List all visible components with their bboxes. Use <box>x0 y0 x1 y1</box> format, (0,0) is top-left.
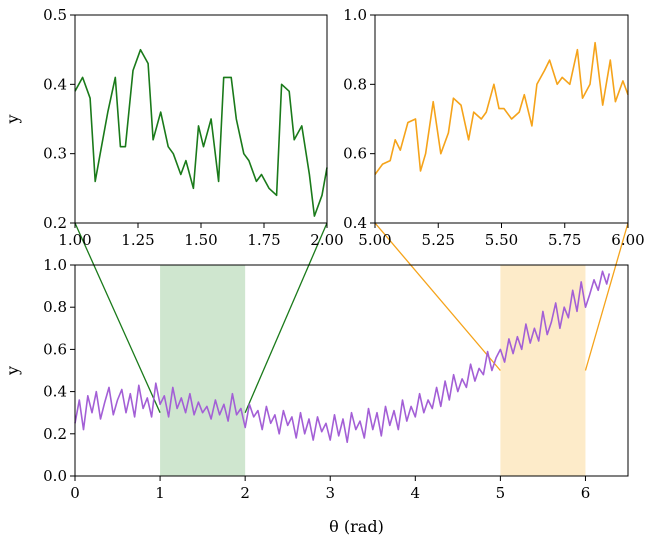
zoom-connector-line <box>374 222 501 371</box>
y-tick-label: 0.8 <box>43 298 67 316</box>
x-tick-label: 5.75 <box>548 231 581 249</box>
highlight-region <box>160 265 246 476</box>
y-tick-label: 0.2 <box>43 214 67 232</box>
y-axis-label: y <box>3 114 22 124</box>
series-line <box>74 48 328 217</box>
plot-frame <box>74 14 328 224</box>
zoom-connector-line <box>244 222 328 413</box>
x-tick-label: 1.25 <box>121 231 154 249</box>
inset-left-axes: 1.00 1.25 1.50 1.75 2.00 0.2 0.3 0.4 0.5 y <box>3 6 344 249</box>
y-tick-label: 0.4 <box>43 75 67 93</box>
x-tick-label: 2.00 <box>310 231 343 249</box>
zoom-connector-line <box>584 222 629 371</box>
y-tick-label: 0.8 <box>343 75 367 93</box>
x-tick-label: 6 <box>581 484 591 502</box>
main-axes: 0 1 2 3 4 5 6 0.0 0.2 0.4 0.6 0.8 1.0 y θ (rad) <box>3 256 629 536</box>
y-tick-label: 0.2 <box>43 425 67 443</box>
plot-frame <box>74 264 629 477</box>
x-tick-label: 5.25 <box>422 231 455 249</box>
x-tick-label: 1 <box>155 484 165 502</box>
x-tick-label: 4 <box>411 484 421 502</box>
highlight-regions <box>160 265 586 476</box>
series-line <box>374 41 629 175</box>
x-tick-label: 5 <box>496 484 506 502</box>
y-tick-label: 0.6 <box>343 145 367 163</box>
y-tick-label: 1.0 <box>43 256 67 274</box>
x-tick-label: 1.00 <box>58 231 91 249</box>
y-tick-label: 0.0 <box>43 467 67 485</box>
x-tick-label: 1.75 <box>247 231 280 249</box>
y-tick-label: 0.6 <box>43 340 67 358</box>
plot-frame <box>374 14 629 224</box>
x-tick-label: 1.50 <box>184 231 217 249</box>
x-tick-label: 6.00 <box>611 231 644 249</box>
y-tick-label: 0.4 <box>43 383 67 401</box>
zoom-connectors <box>74 222 629 413</box>
series-line <box>74 270 611 444</box>
y-axis-label: y <box>3 366 22 376</box>
x-tick-label: 5.50 <box>485 231 518 249</box>
x-tick-label: 0 <box>70 484 80 502</box>
x-tick-label: 2 <box>240 484 250 502</box>
highlight-region <box>500 265 586 476</box>
y-tick-label: 0.4 <box>343 214 367 232</box>
y-tick-label: 0.3 <box>43 145 67 163</box>
y-tick-label: 0.5 <box>43 6 67 24</box>
x-tick-label: 3 <box>325 484 335 502</box>
y-tick-label: 1.0 <box>343 6 367 24</box>
x-axis-label: θ (rad) <box>329 517 384 536</box>
x-tick-label: 5.00 <box>358 231 391 249</box>
inset-right-axes: 5.00 5.25 5.50 5.75 6.00 0.4 0.6 0.8 1.0 <box>343 6 645 249</box>
zoom-connector-line <box>74 222 161 413</box>
